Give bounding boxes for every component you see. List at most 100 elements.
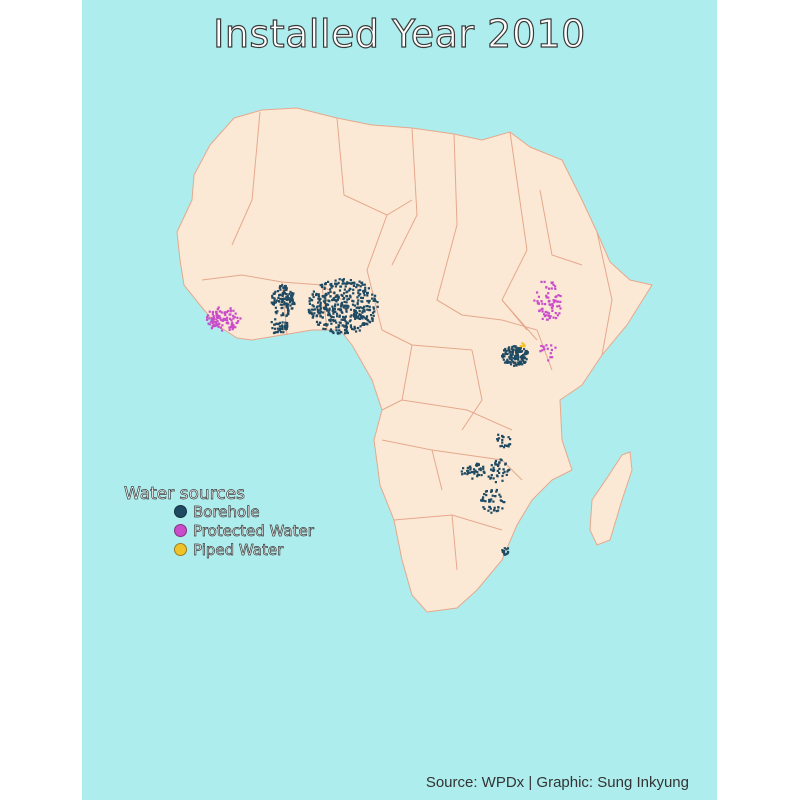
water-source-point (287, 303, 290, 306)
water-source-point (556, 300, 559, 303)
legend-title: Water sources (124, 484, 246, 505)
water-source-point (334, 279, 337, 282)
water-source-point (273, 327, 277, 330)
water-source-point (355, 306, 358, 309)
water-source-point (349, 326, 353, 329)
water-source-point (335, 300, 338, 303)
water-source-point (327, 303, 330, 306)
water-source-point (328, 307, 331, 310)
water-source-point (333, 291, 336, 294)
water-source-point (284, 302, 287, 305)
water-source-point (331, 309, 334, 312)
water-source-point (359, 293, 362, 296)
water-source-point (376, 305, 379, 308)
water-source-point (492, 500, 495, 503)
water-source-point (492, 477, 495, 480)
water-source-point (476, 475, 479, 478)
water-source-point (514, 361, 517, 364)
water-source-point (211, 319, 214, 322)
water-source-point (213, 321, 216, 324)
water-source-point (212, 315, 215, 318)
water-source-point (358, 313, 361, 317)
water-source-point (278, 293, 281, 297)
water-source-point (519, 345, 522, 348)
water-source-point (325, 308, 328, 311)
water-source-point (312, 308, 315, 311)
water-source-point (514, 346, 517, 349)
legend-label: Borehole (193, 502, 260, 521)
water-source-point (323, 286, 326, 289)
legend: Water sources Borehole Protected Water P… (124, 484, 315, 559)
water-source-point (460, 470, 463, 473)
water-source-point (550, 282, 553, 285)
water-source-point (211, 313, 214, 316)
water-source-point (275, 322, 278, 325)
water-source-point (541, 317, 544, 320)
water-source-point (501, 438, 504, 442)
water-source-point (553, 301, 556, 304)
water-source-point (371, 317, 374, 320)
water-source-point (308, 310, 311, 313)
water-source-point (347, 297, 350, 300)
water-source-point (492, 466, 495, 469)
water-source-point (523, 348, 526, 351)
water-source-point (224, 311, 227, 314)
water-source-point (338, 324, 341, 327)
water-source-point (357, 294, 360, 297)
water-source-point (225, 321, 228, 325)
water-source-point (371, 293, 374, 296)
water-source-point (344, 285, 347, 288)
water-source-point (482, 506, 485, 509)
water-source-point (284, 328, 287, 331)
water-source-point (332, 316, 335, 319)
water-source-point (502, 551, 505, 554)
water-source-point (285, 298, 288, 301)
water-source-point (317, 312, 320, 315)
water-source-point (283, 289, 286, 292)
water-source-point (329, 329, 332, 333)
water-source-point (546, 311, 549, 314)
water-source-point (509, 357, 512, 360)
water-source-point (343, 328, 347, 331)
water-source-point (469, 468, 472, 471)
water-source-point (307, 308, 310, 311)
water-source-point (516, 354, 519, 357)
water-source-point (323, 307, 326, 310)
water-source-point (292, 292, 295, 295)
water-source-point (339, 308, 342, 311)
water-source-point (466, 473, 469, 476)
water-source-point (319, 306, 322, 309)
water-source-point (338, 315, 341, 318)
water-source-point (274, 310, 277, 314)
water-source-point (490, 464, 493, 467)
water-source-point (502, 353, 505, 356)
water-source-point (472, 470, 475, 474)
water-source-point (345, 304, 348, 307)
water-source-point (228, 328, 231, 331)
water-source-point (499, 495, 502, 498)
water-source-point (368, 308, 372, 311)
water-source-point (331, 305, 334, 308)
water-source-point (551, 309, 554, 312)
water-source-point (356, 296, 359, 299)
water-source-point (511, 345, 514, 349)
water-source-point (343, 318, 346, 321)
water-source-point (502, 468, 505, 471)
water-source-point (340, 318, 343, 321)
water-source-point (536, 291, 539, 294)
water-source-point (502, 549, 505, 553)
water-source-point (218, 314, 221, 318)
water-source-point (283, 292, 286, 295)
water-source-point (346, 304, 349, 307)
water-source-point (554, 312, 557, 315)
water-source-point (536, 300, 539, 303)
legend-item-borehole: Borehole (174, 502, 314, 521)
water-source-point (343, 292, 346, 295)
water-source-point (356, 315, 359, 318)
water-source-point (370, 314, 373, 317)
water-source-point (476, 470, 479, 474)
water-source-point (315, 315, 318, 318)
water-source-point (216, 320, 219, 323)
water-source-point (539, 350, 542, 353)
water-source-point (337, 296, 340, 299)
